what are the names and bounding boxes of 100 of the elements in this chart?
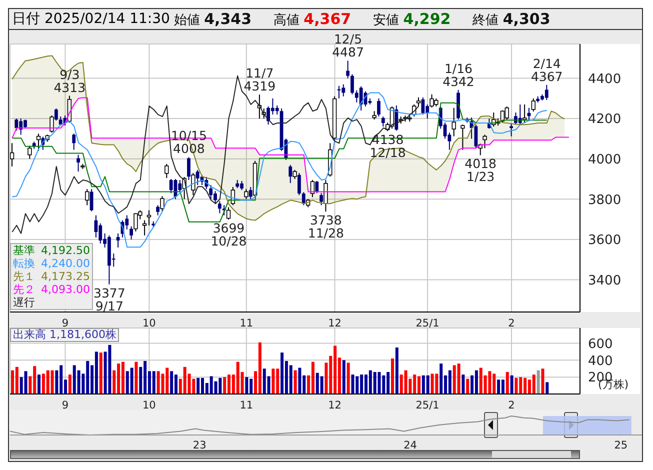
candlestick	[275, 104, 279, 116]
bar	[457, 364, 460, 394]
bar	[497, 380, 500, 394]
bar	[294, 370, 297, 394]
candlestick	[350, 74, 354, 95]
candlestick	[50, 115, 54, 134]
bar	[134, 362, 138, 394]
bar	[501, 380, 504, 394]
candlestick	[14, 118, 18, 132]
x-tick-label: 25/1	[416, 399, 440, 412]
bar	[311, 362, 314, 394]
bar	[546, 382, 549, 394]
x-tick-label: 9	[62, 317, 69, 330]
bar	[130, 368, 134, 394]
candlestick	[324, 180, 328, 212]
bar	[218, 378, 222, 394]
candlestick	[531, 98, 536, 112]
candlestick	[160, 196, 164, 212]
text: 安値 4,292	[373, 10, 451, 28]
annotation: 9/3 4313	[54, 66, 86, 95]
candlestick	[474, 124, 478, 148]
bar	[50, 370, 54, 394]
candlestick	[187, 156, 190, 181]
candlestick	[36, 133, 41, 152]
chart-title: 日付 2025/02/14 11:30	[12, 10, 170, 28]
annotation: 2/14 4367	[530, 56, 563, 84]
y-tick-label: 3400	[588, 273, 622, 288]
candlestick	[191, 172, 196, 196]
bar	[24, 371, 28, 394]
candlestick	[244, 188, 248, 200]
text: 基準 4,192.50	[13, 244, 90, 257]
candlestick	[54, 108, 58, 122]
candlestick	[288, 164, 292, 184]
y-tick-label: 600	[588, 336, 613, 352]
annotation: 3377 9/17	[94, 285, 126, 314]
bar	[346, 362, 350, 394]
candlestick	[98, 222, 102, 244]
bar	[514, 378, 518, 394]
x-tick-label: 2	[508, 317, 515, 330]
bar	[289, 365, 292, 394]
bar	[223, 377, 226, 394]
bar	[156, 371, 160, 394]
bar	[448, 370, 452, 394]
bar	[342, 360, 346, 394]
bar	[38, 374, 41, 394]
candlestick	[196, 169, 200, 186]
candlestick	[76, 154, 80, 172]
text: 遅行	[13, 296, 36, 309]
y-tick-label: 3800	[588, 192, 622, 208]
candlestick	[169, 178, 173, 194]
candlestick	[209, 184, 213, 200]
text: 転換 4,240.00	[13, 257, 90, 270]
candlestick	[320, 192, 323, 206]
bar	[183, 366, 186, 394]
y-tick-label: 400	[588, 354, 613, 369]
bar	[435, 374, 438, 394]
x-tick-label: 12	[328, 317, 342, 330]
x-tick-label: 25/1	[416, 317, 440, 330]
candlestick	[142, 220, 147, 236]
candlestick	[130, 226, 133, 240]
bar	[440, 364, 443, 394]
bar	[404, 370, 408, 394]
bar	[351, 374, 354, 394]
y-tick-label: 4200	[588, 112, 622, 128]
candlestick	[72, 133, 76, 150]
candlestick	[482, 134, 487, 149]
text: 高値 4,367	[274, 10, 352, 28]
x-tick-label: 24	[404, 439, 418, 452]
bar	[196, 378, 200, 394]
x-tick-label: 25	[614, 439, 628, 452]
x-tick-label: 2	[508, 399, 515, 412]
bar	[15, 366, 18, 394]
text: 先１ 4,173.25	[13, 270, 90, 283]
bar	[245, 377, 248, 394]
candlestick	[460, 124, 465, 150]
annotation: 1/16 4342	[442, 60, 474, 89]
candlestick	[302, 192, 306, 206]
bar	[68, 374, 72, 394]
bar	[426, 375, 430, 394]
candlestick	[377, 98, 380, 118]
y-tick-label: 3600	[588, 233, 622, 248]
chart-title: 出来高 1,181,600株	[10, 328, 120, 342]
bar	[170, 371, 174, 394]
candlestick	[346, 60, 350, 79]
candlestick	[134, 212, 138, 232]
bar	[488, 371, 492, 394]
annotation: 4018 1/23	[464, 156, 497, 184]
text: 終値 4,303	[472, 10, 550, 28]
bar	[541, 368, 544, 394]
x-tick-label: 12	[328, 399, 342, 412]
candlestick	[421, 96, 425, 116]
y-tick-label: 4400	[588, 72, 622, 87]
bar	[391, 358, 394, 394]
candlestick	[146, 210, 152, 226]
candlestick	[342, 84, 346, 97]
bar	[320, 376, 324, 394]
bar	[532, 374, 536, 394]
candlestick	[178, 180, 182, 193]
text: 始値 4,343	[174, 10, 252, 28]
x-tick-label: 10	[142, 317, 156, 330]
